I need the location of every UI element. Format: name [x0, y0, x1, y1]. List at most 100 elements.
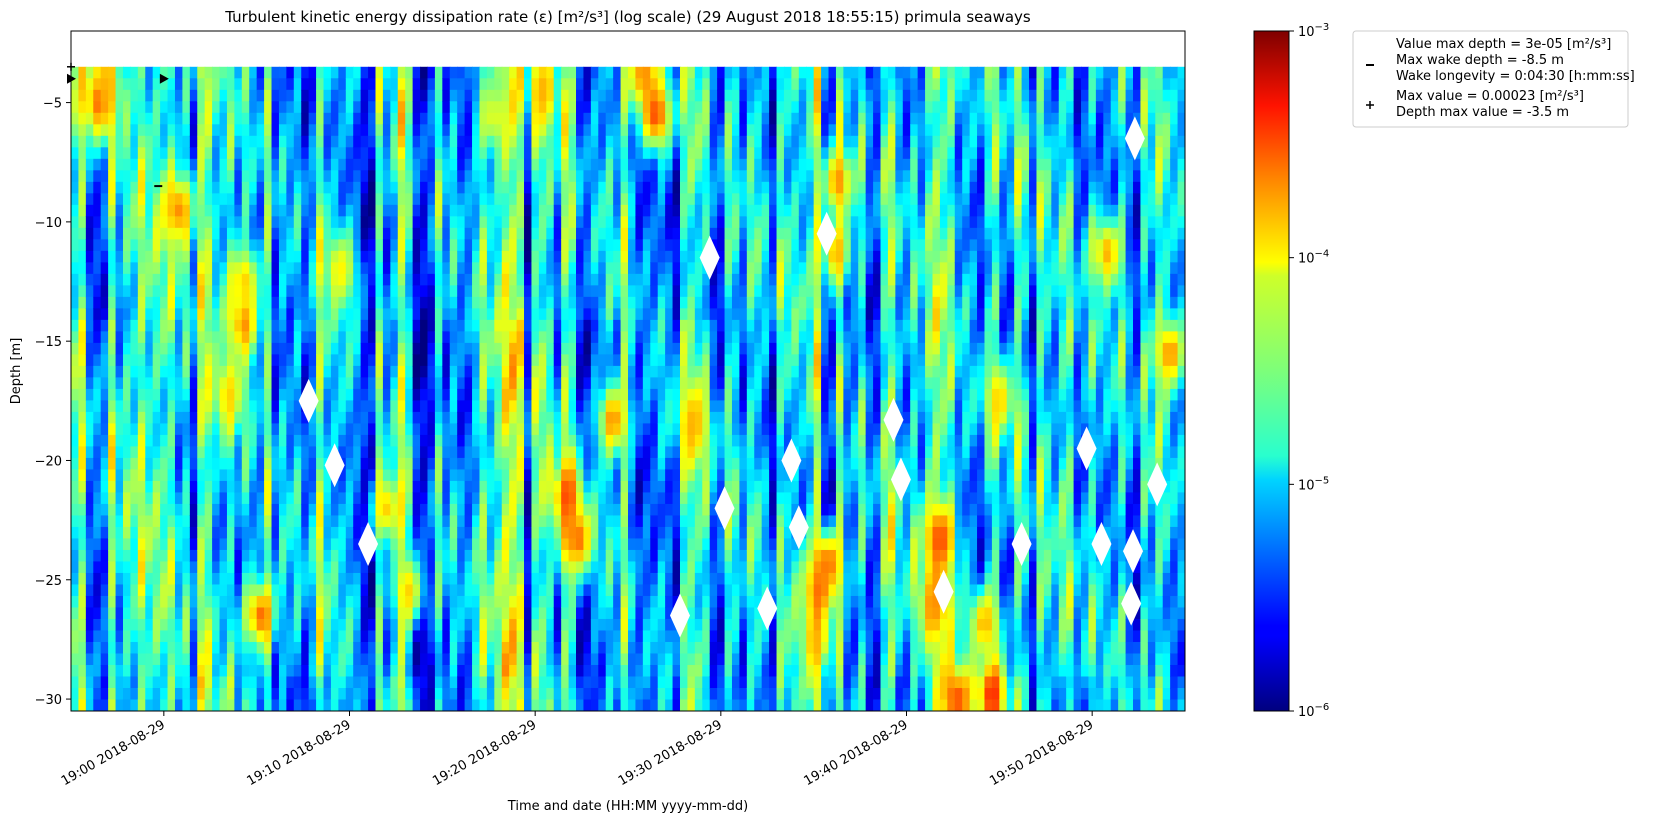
heat-cell	[278, 342, 287, 355]
heat-cell	[382, 388, 391, 401]
heat-cell	[338, 273, 347, 286]
heat-cell	[115, 308, 124, 321]
heat-cell	[442, 181, 451, 194]
heat-cell	[561, 595, 570, 609]
heat-cell	[368, 296, 377, 309]
heat-cell	[687, 365, 696, 378]
heat-cell	[330, 699, 339, 711]
heat-cell	[457, 285, 466, 298]
heat-cell	[100, 250, 109, 263]
heat-cell	[687, 423, 696, 436]
heat-cell	[568, 204, 577, 217]
heat-cell	[687, 147, 696, 160]
heat-cell	[85, 687, 94, 701]
heat-cell	[308, 377, 317, 390]
heat-cell	[293, 296, 302, 309]
heat-cell	[524, 526, 533, 540]
heat-cell	[182, 641, 191, 655]
heat-cell	[316, 101, 325, 114]
heat-cell	[538, 618, 547, 632]
heat-cell	[694, 388, 703, 401]
heat-cell	[620, 158, 629, 171]
heat-cell	[397, 607, 406, 620]
heat-cell	[174, 411, 183, 424]
heat-cell	[182, 78, 191, 91]
heat-cell	[278, 66, 287, 79]
heat-cell	[501, 549, 510, 563]
heat-cell	[494, 365, 503, 378]
heat-cell	[702, 457, 711, 471]
heat-cell	[479, 377, 488, 390]
heat-cell	[278, 549, 287, 563]
heat-cell	[590, 181, 599, 194]
heat-cell	[100, 676, 109, 689]
heat-cell	[338, 250, 347, 263]
heat-cell	[479, 400, 488, 413]
heat-cell	[665, 676, 674, 689]
heat-cell	[122, 664, 132, 678]
heat-cell	[234, 641, 243, 655]
heat-cell	[160, 572, 169, 586]
heat-cell	[130, 285, 139, 298]
heat-cell	[286, 469, 295, 482]
heat-cell	[397, 216, 406, 229]
heat-cell	[122, 89, 132, 102]
heat-cell	[628, 66, 637, 79]
heat-cell	[382, 423, 391, 436]
heat-cell	[694, 66, 703, 79]
heat-cell	[561, 630, 570, 643]
heat-cell	[427, 331, 436, 344]
heat-cell	[442, 687, 451, 701]
heat-cell	[427, 89, 436, 102]
heat-cell	[479, 630, 488, 643]
heat-cell	[553, 193, 562, 206]
heat-cell	[353, 319, 362, 332]
heat-cell	[590, 204, 599, 217]
heat-cell	[546, 216, 555, 229]
heat-cell	[613, 607, 622, 620]
heat-cell	[174, 181, 183, 194]
heat-cell	[657, 687, 666, 701]
heat-cell	[167, 227, 176, 240]
heat-cell	[531, 400, 540, 413]
heat-cell	[338, 342, 347, 355]
heat-cell	[501, 572, 510, 586]
heat-cell	[167, 423, 176, 436]
heat-cell	[628, 342, 637, 355]
heat-cell	[479, 676, 488, 689]
heat-cell	[635, 101, 644, 114]
heat-cell	[360, 170, 369, 183]
heat-cell	[457, 308, 466, 321]
heat-cell	[316, 262, 325, 275]
heat-cell	[167, 147, 176, 160]
heat-cell	[412, 239, 421, 252]
heat-cell	[524, 273, 533, 286]
heat-cell	[665, 308, 674, 321]
heat-cell	[642, 170, 651, 183]
heat-cell	[650, 699, 659, 711]
heat-cell	[694, 170, 703, 183]
heat-cell	[100, 262, 109, 275]
heat-cell	[226, 181, 235, 194]
heat-cell	[635, 365, 644, 378]
heat-cell	[501, 676, 510, 689]
heat-cell	[657, 434, 666, 448]
heat-cell	[323, 78, 332, 91]
heat-cell	[576, 400, 585, 413]
heat-cell	[226, 124, 235, 137]
heat-cell	[405, 78, 414, 91]
heat-cell	[382, 676, 391, 689]
heat-cell	[553, 411, 562, 424]
heat-cell	[278, 469, 287, 482]
heat-cell	[78, 250, 87, 263]
heat-cell	[635, 66, 644, 79]
heat-cell	[553, 595, 562, 609]
heat-cell	[390, 147, 399, 160]
heat-cell	[494, 124, 503, 137]
heat-cell	[160, 653, 169, 666]
heat-cell	[323, 273, 332, 286]
heat-cell	[590, 526, 599, 540]
heat-cell	[694, 89, 703, 102]
heat-cell	[182, 388, 191, 401]
heat-cell	[204, 89, 213, 102]
